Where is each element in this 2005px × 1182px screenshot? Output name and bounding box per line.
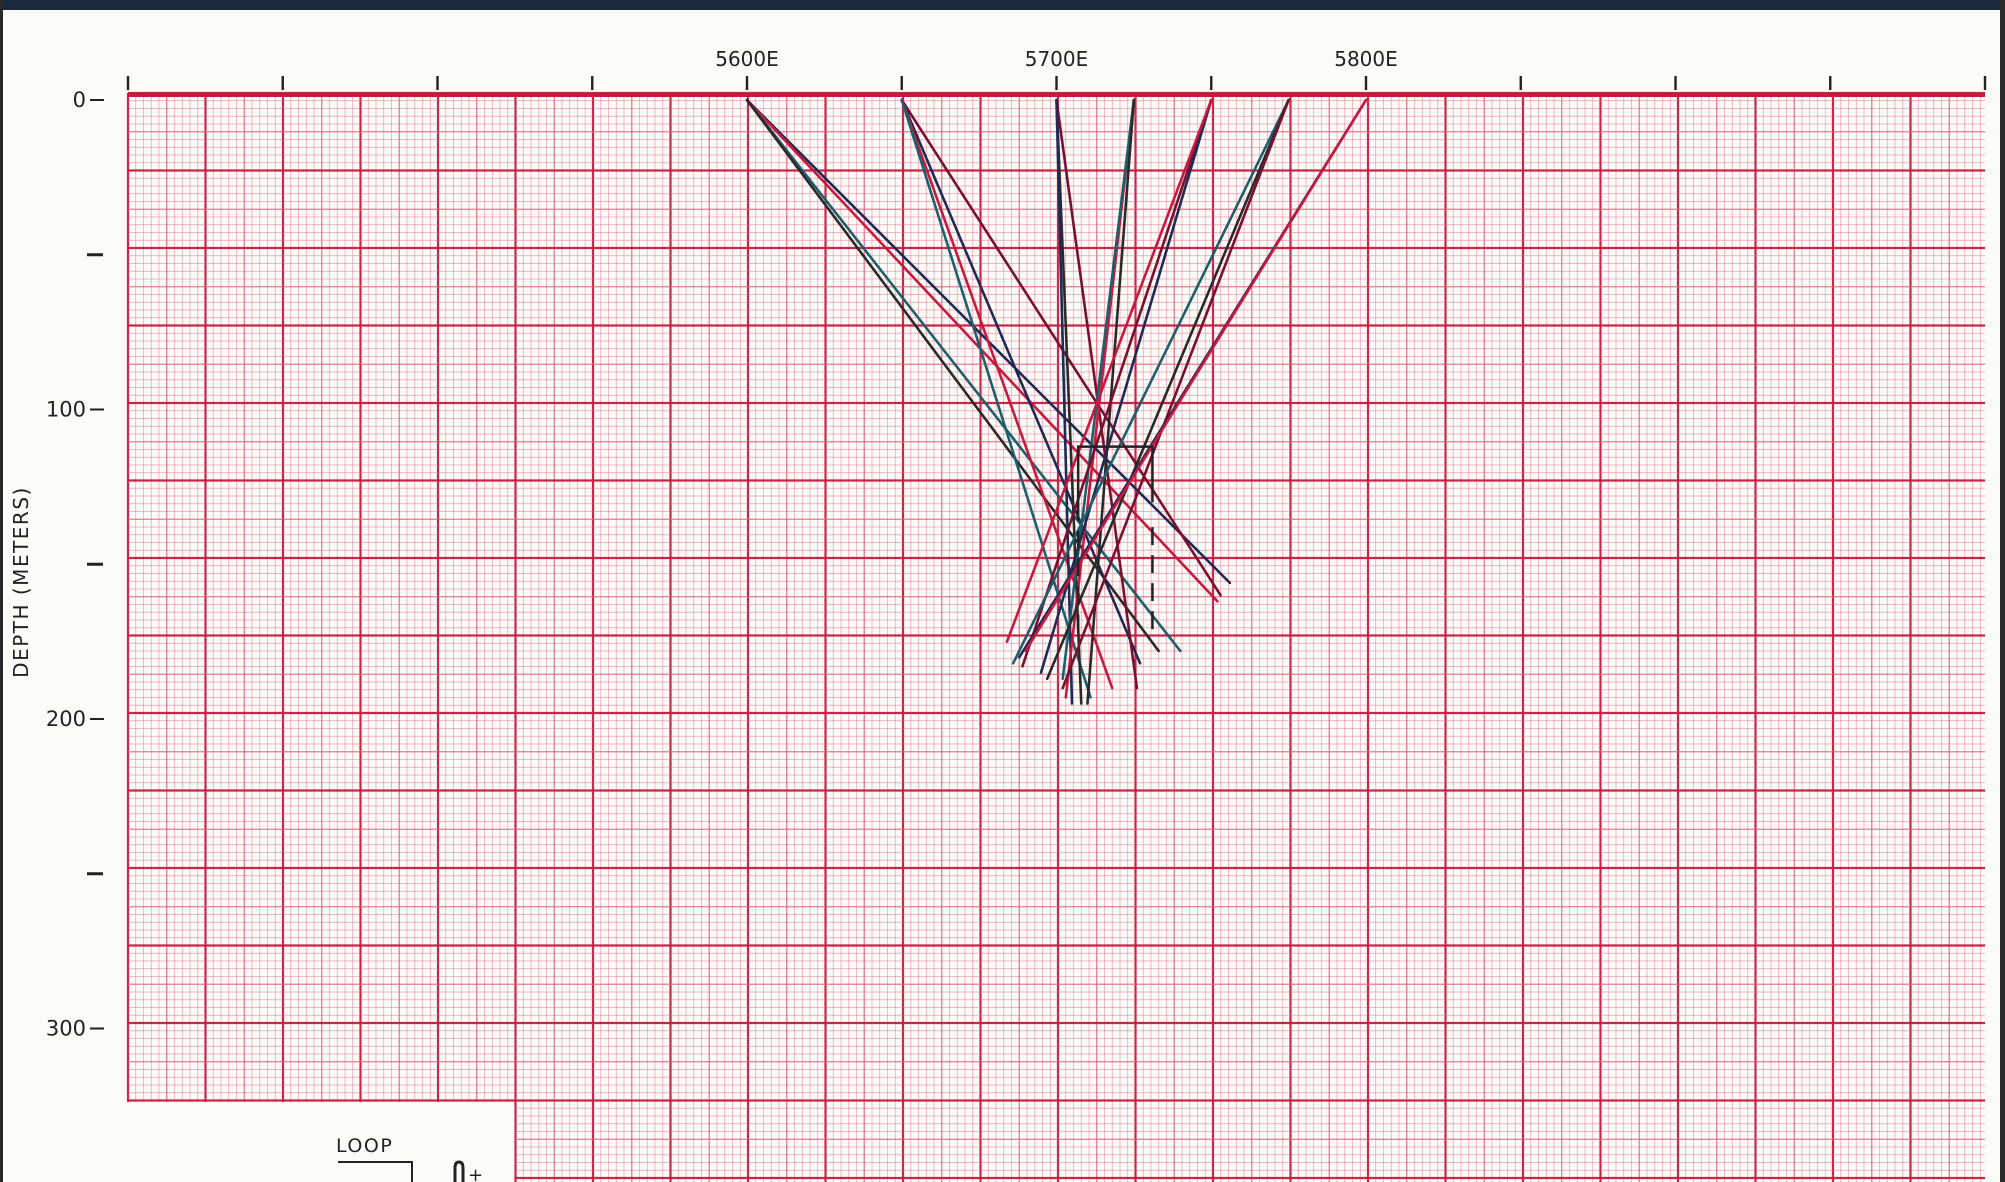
y-tick-label: 0 xyxy=(73,88,86,112)
legend-symbol-text: + xyxy=(468,1165,483,1182)
loop-annotations xyxy=(1076,445,1154,633)
legend: LOOP + xyxy=(336,1135,483,1182)
x-tick-label: 5600E xyxy=(715,47,779,71)
drillhole-trace xyxy=(1021,98,1213,668)
borehole-symbol-icon xyxy=(453,1160,465,1182)
loop-symbol xyxy=(338,1161,413,1182)
y-tick-label: 200 xyxy=(46,707,86,731)
drillhole-trace xyxy=(745,98,1182,653)
y-tick-label: 100 xyxy=(46,398,86,422)
axes: 5600E 5700E 5800E 0 100 200 300 xyxy=(46,47,1987,1041)
drillhole-trace xyxy=(745,98,1160,653)
x-tick-label: 5700E xyxy=(1025,47,1089,71)
y-tick-label: 300 xyxy=(46,1017,86,1041)
legend-loop-label: LOOP xyxy=(336,1135,393,1157)
drillhole-trace xyxy=(1055,98,1074,705)
x-tick-label: 5800E xyxy=(1334,47,1398,71)
drillhole-trace xyxy=(1024,98,1368,653)
y-axis-label: DEPTH (METERS) xyxy=(9,486,33,678)
loop-bracket xyxy=(1076,445,1154,503)
drillhole-trace xyxy=(1061,98,1136,681)
right-border xyxy=(2000,0,2005,1182)
drillhole-trace xyxy=(1045,98,1290,681)
drillhole-trace xyxy=(900,98,1142,665)
drillhole-trace xyxy=(1061,98,1290,690)
left-border xyxy=(0,0,3,1182)
graph-paper-grid xyxy=(126,91,1985,1182)
drillhole-trace xyxy=(900,98,1222,597)
drillhole-trace xyxy=(1005,98,1213,643)
drillhole-trace xyxy=(1011,98,1290,665)
top-border xyxy=(0,0,2005,10)
